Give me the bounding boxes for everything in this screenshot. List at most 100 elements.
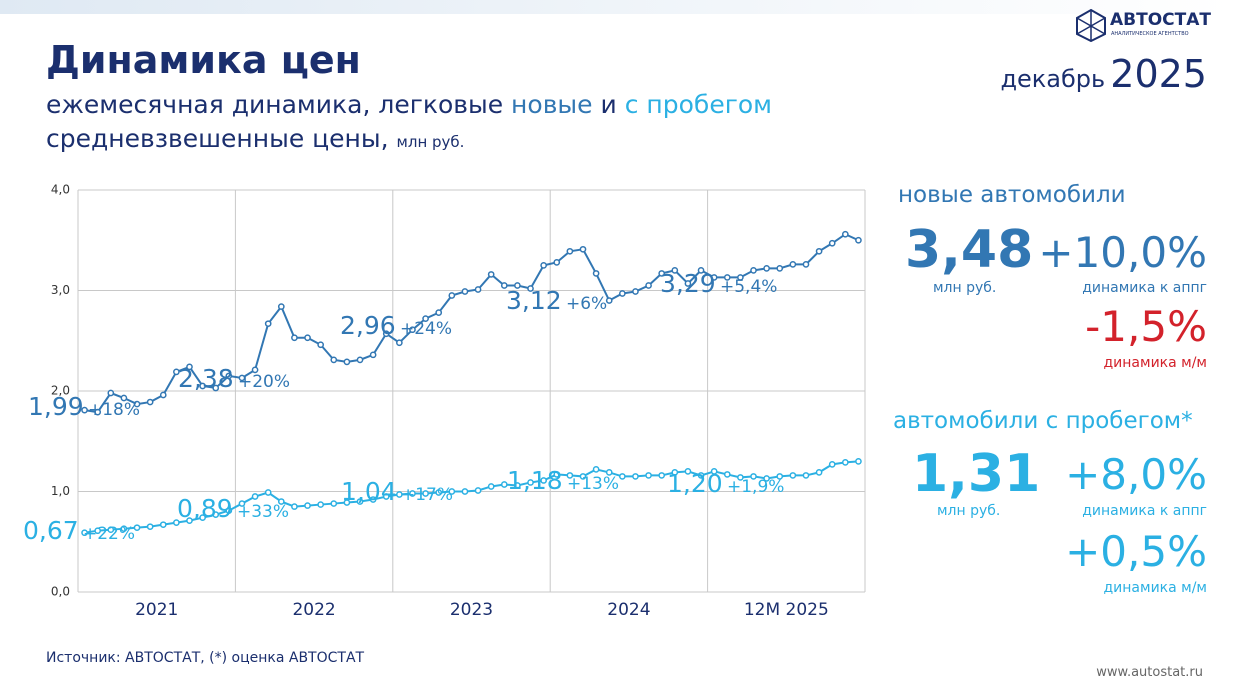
point — [277, 303, 285, 310]
point — [737, 474, 744, 481]
point — [304, 502, 311, 509]
point — [802, 261, 810, 268]
point — [238, 374, 246, 382]
annual-value: 1,20 — [667, 469, 723, 498]
point — [645, 472, 652, 479]
point — [291, 503, 298, 510]
annual-change: +17% — [401, 485, 453, 505]
annual-value: 3,12 — [506, 286, 562, 315]
point — [592, 466, 600, 473]
point — [671, 267, 679, 274]
point — [186, 517, 193, 524]
point — [409, 490, 416, 497]
point — [566, 247, 574, 255]
annual-value: 2,96 — [340, 311, 396, 340]
point — [540, 477, 547, 484]
point — [343, 358, 351, 366]
used-unit: млн руб. — [937, 503, 1001, 519]
used-mom: +0,5% — [1065, 527, 1207, 576]
point — [540, 262, 547, 269]
point — [251, 493, 259, 500]
point — [658, 472, 666, 479]
annual-value: 3,29 — [660, 269, 716, 298]
point — [763, 475, 770, 482]
annual-change: +18% — [88, 400, 140, 420]
point — [107, 389, 115, 397]
point — [855, 458, 862, 465]
point — [382, 330, 390, 338]
point — [527, 285, 534, 292]
point — [264, 489, 272, 496]
site: www.autostat.ru — [1096, 665, 1203, 680]
point — [186, 363, 193, 371]
annual-change: +1,9% — [727, 477, 784, 497]
point — [94, 527, 102, 535]
annual-change: +33% — [237, 502, 289, 522]
point — [356, 356, 364, 364]
point — [671, 469, 679, 476]
point — [618, 473, 626, 480]
point — [133, 400, 141, 408]
point — [199, 514, 206, 521]
point — [225, 507, 233, 514]
point — [776, 265, 784, 272]
point — [763, 265, 770, 272]
point — [776, 473, 784, 480]
point — [605, 469, 613, 476]
point — [435, 489, 443, 496]
point — [697, 267, 705, 274]
point — [684, 468, 692, 475]
point — [789, 261, 797, 268]
point — [173, 368, 180, 376]
point — [487, 483, 495, 490]
point — [343, 499, 351, 506]
point — [723, 471, 731, 478]
annual-change: +5,4% — [720, 277, 777, 297]
point — [317, 501, 325, 508]
point — [422, 315, 429, 322]
subtitle: средневзвешенные цены, млн руб. — [46, 124, 464, 153]
annual-change: +13% — [567, 474, 619, 494]
point — [750, 473, 757, 480]
annual-value: 2,38 — [178, 364, 234, 393]
point — [212, 384, 220, 392]
point — [684, 280, 692, 287]
point — [81, 406, 88, 414]
x-tick-label: 12М 2025 — [744, 600, 829, 620]
point — [159, 391, 167, 399]
point — [841, 459, 849, 466]
point — [277, 498, 285, 505]
period: декабрь 2025 — [1000, 52, 1207, 96]
point — [461, 488, 469, 495]
annual-value: 1,18 — [507, 466, 563, 495]
point — [710, 274, 718, 281]
subtitle-used: с пробегом — [624, 90, 772, 119]
new-mom: -1,5% — [1085, 302, 1207, 351]
point — [750, 267, 757, 274]
point — [448, 488, 456, 495]
used-price: 1,31 — [912, 444, 1041, 504]
point — [94, 408, 102, 416]
new-mom-label: динамика м/м — [1103, 355, 1208, 371]
annual-change: +22% — [83, 524, 135, 544]
x-tick-label: 2023 — [450, 600, 493, 620]
point — [514, 482, 521, 489]
point — [474, 487, 482, 494]
point — [304, 334, 311, 342]
subtitle-text: и — [600, 90, 617, 119]
subtitle-text: ежемесячная динамика, легковые — [46, 90, 504, 119]
period-month: декабрь — [1000, 65, 1106, 93]
point — [409, 326, 416, 334]
used-yoy-label: динамика к аппг — [1082, 503, 1207, 519]
annual-value: 1,99 — [28, 392, 84, 421]
point — [81, 529, 88, 537]
point — [212, 511, 220, 518]
point — [173, 519, 180, 527]
point — [356, 498, 364, 505]
point — [461, 288, 469, 295]
used-heading: автомобили с пробегом* — [893, 408, 1193, 434]
period-year: 2025 — [1110, 52, 1207, 96]
point — [238, 500, 246, 507]
